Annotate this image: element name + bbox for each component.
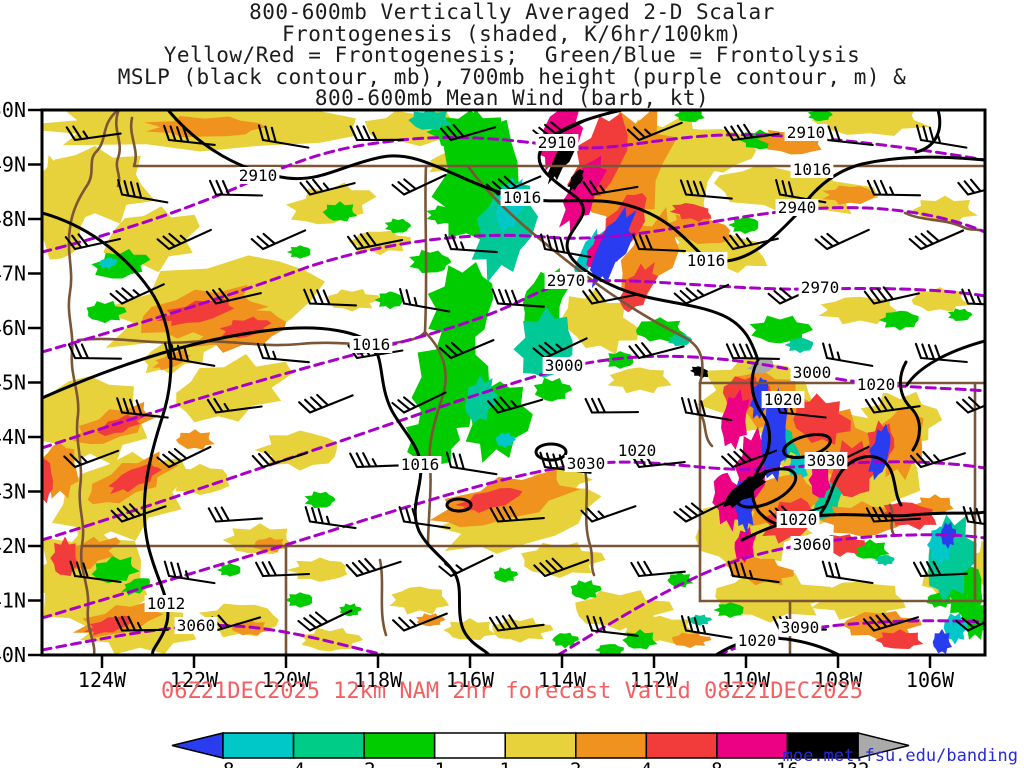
svg-text:2910: 2910	[239, 166, 278, 185]
wind-barbs	[63, 119, 985, 639]
svg-text:49N: 49N	[0, 153, 26, 177]
svg-text:3060: 3060	[793, 535, 832, 554]
svg-text:3000: 3000	[545, 356, 584, 375]
svg-text:2910: 2910	[787, 123, 826, 142]
svg-text:2910: 2910	[538, 133, 577, 152]
svg-text:122W: 122W	[170, 668, 219, 692]
svg-text:112W: 112W	[630, 668, 679, 692]
svg-text:1020: 1020	[764, 390, 803, 409]
forecast-valid-label: 06Z21DEC2025 12km NAM 2hr forecast Valid…	[161, 679, 863, 704]
svg-text:2: 2	[570, 759, 581, 768]
svg-text:3090: 3090	[781, 618, 820, 637]
svg-text:44N: 44N	[0, 425, 26, 449]
svg-text:1016: 1016	[352, 335, 391, 354]
svg-text:1: 1	[499, 759, 510, 768]
svg-text:118W: 118W	[354, 668, 403, 692]
title-line-5: 800-600mb Mean Wind (barb, kt)	[314, 86, 710, 110]
svg-text:-1: -1	[423, 759, 446, 768]
title-line-4: MSLP (black contour, mb), 700mb height (…	[117, 64, 907, 89]
contour-labels: 2910 2910 2910 2940 2970 2970 3000 3000 3030 3030…	[144, 123, 898, 650]
svg-text:48N: 48N	[0, 207, 26, 231]
svg-text:106W: 106W	[906, 668, 955, 692]
svg-text:47N: 47N	[0, 262, 26, 286]
svg-text:32: 32	[847, 759, 870, 768]
svg-text:40N: 40N	[0, 643, 26, 667]
frontogenesis-shaded-field	[42, 110, 985, 655]
svg-text:2940: 2940	[778, 198, 817, 217]
svg-text:-8: -8	[212, 759, 235, 768]
svg-text:3060: 3060	[177, 616, 216, 635]
latitude-axis: 50N 49N 48N 47N 46N 45N 44N 43N 42N 41N 40N	[0, 98, 42, 667]
svg-text:1012: 1012	[147, 594, 186, 613]
mslp-contours	[42, 110, 985, 655]
svg-text:8: 8	[711, 759, 722, 768]
title-line-2: Frontogenesis (shaded, K/6hr/100km)	[281, 21, 742, 46]
title-line-3: Yellow/Red = Frontogenesis; Green/Blue =…	[163, 43, 861, 67]
svg-text:1016: 1016	[687, 251, 726, 270]
svg-text:1020: 1020	[857, 375, 896, 394]
svg-text:1016: 1016	[793, 160, 832, 179]
svg-text:110W: 110W	[722, 668, 771, 692]
svg-text:120W: 120W	[262, 668, 311, 692]
svg-text:2970: 2970	[801, 278, 840, 297]
figure-title-block: 800-600mb Vertically Averaged 2-D Scalar…	[0, 0, 1024, 110]
svg-text:41N: 41N	[0, 589, 26, 613]
svg-text:46N: 46N	[0, 316, 26, 340]
svg-text:4: 4	[641, 759, 652, 768]
svg-text:45N: 45N	[0, 371, 26, 395]
svg-text:124W: 124W	[78, 668, 127, 692]
svg-text:2970: 2970	[547, 271, 586, 290]
svg-text:3030: 3030	[567, 454, 606, 473]
svg-text:1020: 1020	[738, 631, 777, 650]
title-line-1: 800-600mb Vertically Averaged 2-D Scalar	[249, 0, 775, 24]
svg-text:1020: 1020	[618, 441, 657, 460]
svg-text:114W: 114W	[538, 668, 587, 692]
svg-text:3000: 3000	[793, 363, 832, 382]
svg-text:-2: -2	[353, 759, 376, 768]
svg-text:1016: 1016	[503, 188, 542, 207]
svg-text:50N: 50N	[0, 98, 26, 122]
colorbar: -8 -4 -2 -1 1 2 4 8 16 32	[171, 732, 910, 768]
svg-text:16: 16	[776, 759, 799, 768]
svg-text:3030: 3030	[807, 451, 846, 470]
svg-text:1016: 1016	[401, 455, 440, 474]
svg-text:-4: -4	[282, 759, 305, 768]
credit-link[interactable]: moe.met.fsu.edu/banding	[782, 746, 1018, 766]
svg-text:116W: 116W	[446, 668, 495, 692]
longitude-axis: 124W 122W 120W 118W 116W 114W 112W 110W 108W 106W	[78, 655, 955, 692]
svg-text:1020: 1020	[779, 510, 818, 529]
svg-text:108W: 108W	[814, 668, 863, 692]
svg-text:43N: 43N	[0, 480, 26, 504]
svg-text:42N: 42N	[0, 534, 26, 558]
